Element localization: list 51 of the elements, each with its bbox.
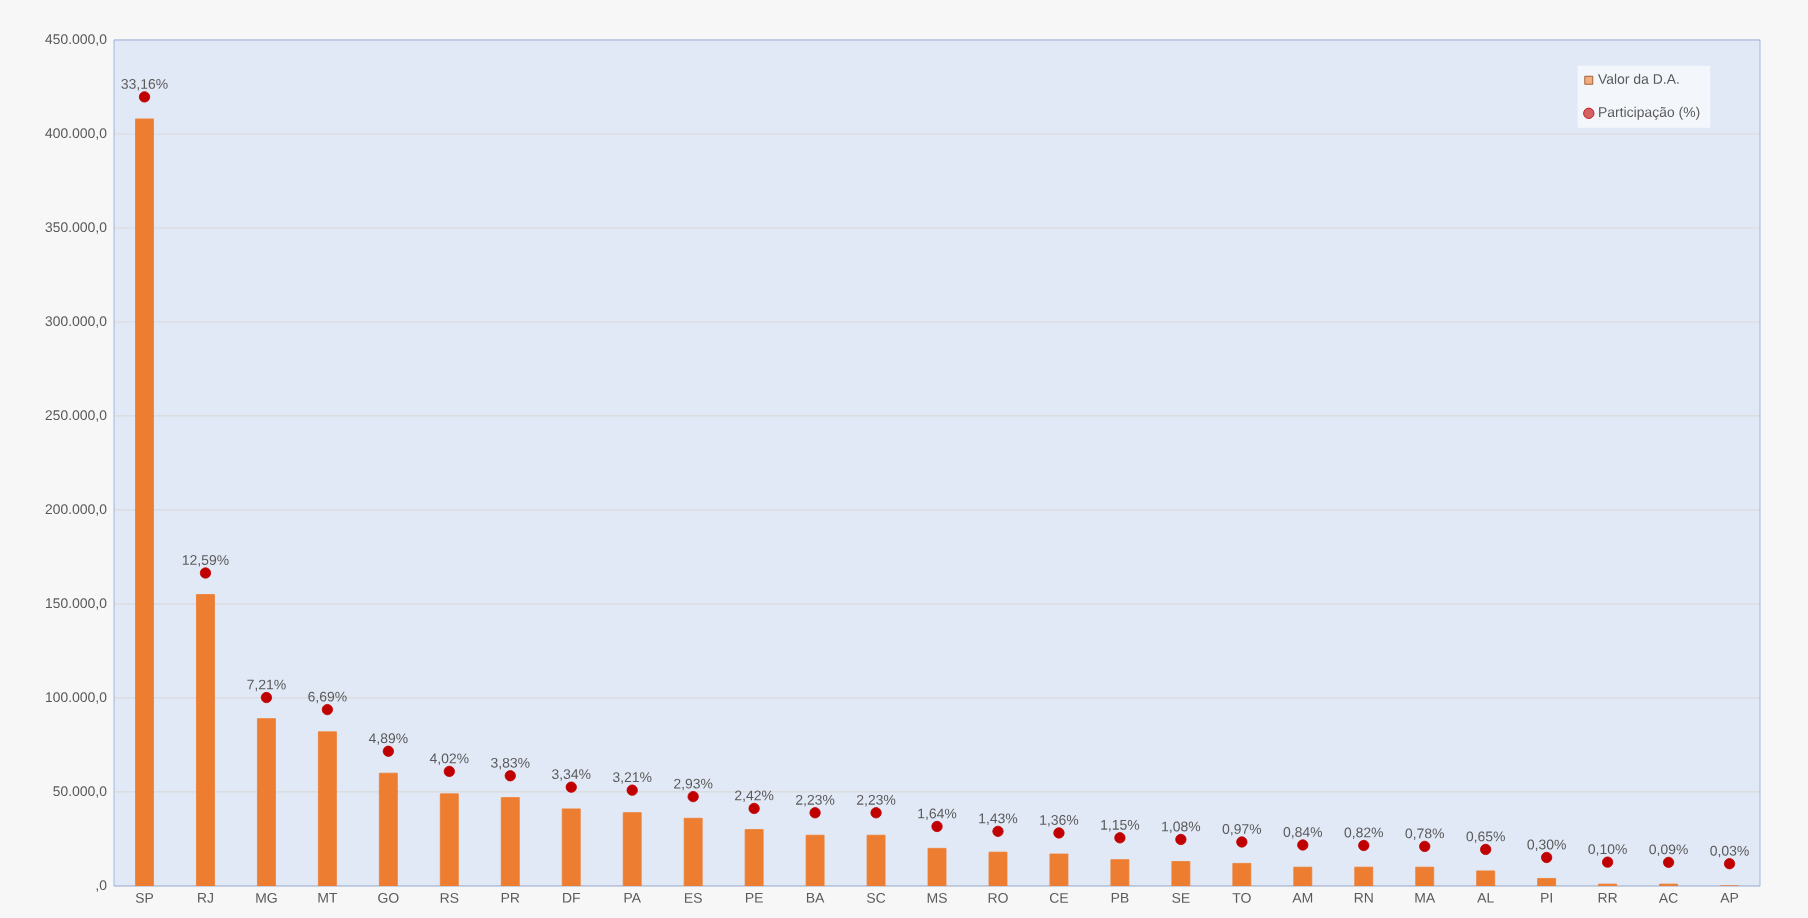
bar <box>1293 866 1313 886</box>
bar <box>500 797 520 886</box>
bar <box>988 851 1008 886</box>
bar <box>317 731 337 886</box>
point <box>687 791 699 803</box>
point <box>748 802 760 815</box>
point <box>138 91 151 103</box>
bar <box>1232 863 1252 886</box>
bar <box>622 812 642 886</box>
bar <box>561 808 581 886</box>
point <box>565 781 577 793</box>
bar <box>1415 866 1435 886</box>
bar <box>1049 853 1069 886</box>
bar <box>927 847 947 886</box>
point <box>1723 858 1736 870</box>
bar <box>805 834 825 886</box>
point <box>809 807 821 819</box>
bar <box>439 793 459 886</box>
bar <box>744 829 764 886</box>
point <box>1602 856 1614 868</box>
point <box>1297 839 1309 851</box>
bar <box>135 118 154 886</box>
bar <box>1537 878 1557 886</box>
point <box>443 765 455 777</box>
point <box>382 745 394 757</box>
point <box>1236 836 1248 848</box>
bar <box>257 718 276 886</box>
bar <box>378 772 398 886</box>
point <box>931 820 943 833</box>
point <box>626 784 638 796</box>
point <box>1419 840 1431 852</box>
point <box>1053 827 1065 839</box>
point <box>504 770 516 782</box>
point <box>870 807 882 819</box>
point <box>992 825 1004 837</box>
bar <box>1110 859 1130 886</box>
point <box>1662 856 1675 868</box>
point <box>321 703 333 716</box>
bar <box>866 834 886 886</box>
point <box>1114 832 1126 844</box>
bar <box>196 594 215 886</box>
bar <box>683 817 703 886</box>
point <box>1358 839 1370 852</box>
bar <box>1171 861 1191 886</box>
bar <box>1354 866 1374 886</box>
point <box>199 567 212 579</box>
bar <box>1476 870 1496 886</box>
point <box>1175 833 1187 846</box>
point <box>1480 843 1492 855</box>
point <box>260 691 273 704</box>
point <box>1541 851 1553 864</box>
